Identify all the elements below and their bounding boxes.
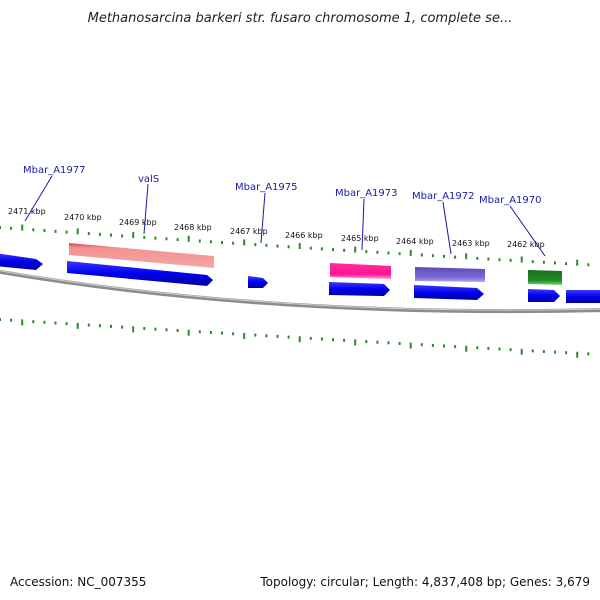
gene-label-mbar-a1977[interactable]: Mbar_A1977	[23, 165, 86, 176]
ruler-label: 2470 kbp	[64, 213, 102, 222]
ruler-ticks-inner	[0, 318, 590, 358]
cds-arrow[interactable]	[528, 289, 560, 302]
label-leaders	[24, 175, 546, 257]
ruler-label: 2467 kbp	[230, 227, 268, 236]
leader-line	[143, 183, 149, 235]
green-feature[interactable]	[528, 270, 562, 285]
leader-line	[442, 201, 452, 255]
cds-arrow[interactable]	[248, 276, 268, 288]
cds-arrow[interactable]	[414, 285, 484, 300]
gene-label-mbar-a1970[interactable]: Mbar_A1970	[479, 195, 542, 206]
leader-line	[361, 198, 365, 251]
pink-feature[interactable]	[330, 263, 391, 279]
leader-line	[260, 192, 266, 244]
ruler-label: 2463 kbp	[452, 239, 490, 248]
gene-label-vals[interactable]: valS	[138, 174, 159, 185]
ruler-labels: 2471 kbp 2470 kbp 2469 kbp 2468 kbp 2467…	[8, 207, 545, 249]
accession-text: Accession: NC_007355	[10, 575, 146, 589]
gene-label-mbar-a1975[interactable]: Mbar_A1975	[235, 182, 298, 193]
gene-label-mbar-a1972[interactable]: Mbar_A1972	[412, 191, 475, 202]
feature-track	[69, 243, 562, 285]
ruler-ticks-outer	[0, 224, 590, 267]
gene-labels: Mbar_A1977 valS Mbar_A1975 Mbar_A1973 Mb…	[23, 165, 542, 206]
cds-arrow[interactable]	[0, 253, 43, 270]
ruler-label: 2466 kbp	[285, 231, 323, 240]
ruler-label: 2468 kbp	[174, 223, 212, 232]
purple-feature[interactable]	[415, 267, 485, 282]
ruler-label: 2469 kbp	[119, 218, 157, 227]
chromosome-backbone	[0, 269, 600, 314]
ruler-label: 2462 kbp	[507, 240, 545, 249]
valS-feature[interactable]	[69, 243, 214, 268]
gene-label-mbar-a1973[interactable]: Mbar_A1973	[335, 188, 398, 199]
chromosome-backbone-highlight	[0, 270, 600, 311]
map-title: Methanosarcina barkeri str. fusaro chrom…	[88, 11, 513, 26]
cds-arrow[interactable]	[566, 290, 600, 303]
leader-line	[509, 205, 546, 257]
cds-track	[0, 253, 600, 303]
cds-arrow[interactable]	[67, 261, 213, 286]
ruler-label: 2465 kbp	[341, 234, 379, 243]
genome-summary-text: Topology: circular; Length: 4,837,408 bp…	[259, 575, 590, 589]
cds-arrow[interactable]	[329, 282, 390, 296]
ruler-label: 2464 kbp	[396, 237, 434, 246]
leader-line	[24, 175, 53, 222]
ruler-label: 2471 kbp	[8, 207, 46, 216]
